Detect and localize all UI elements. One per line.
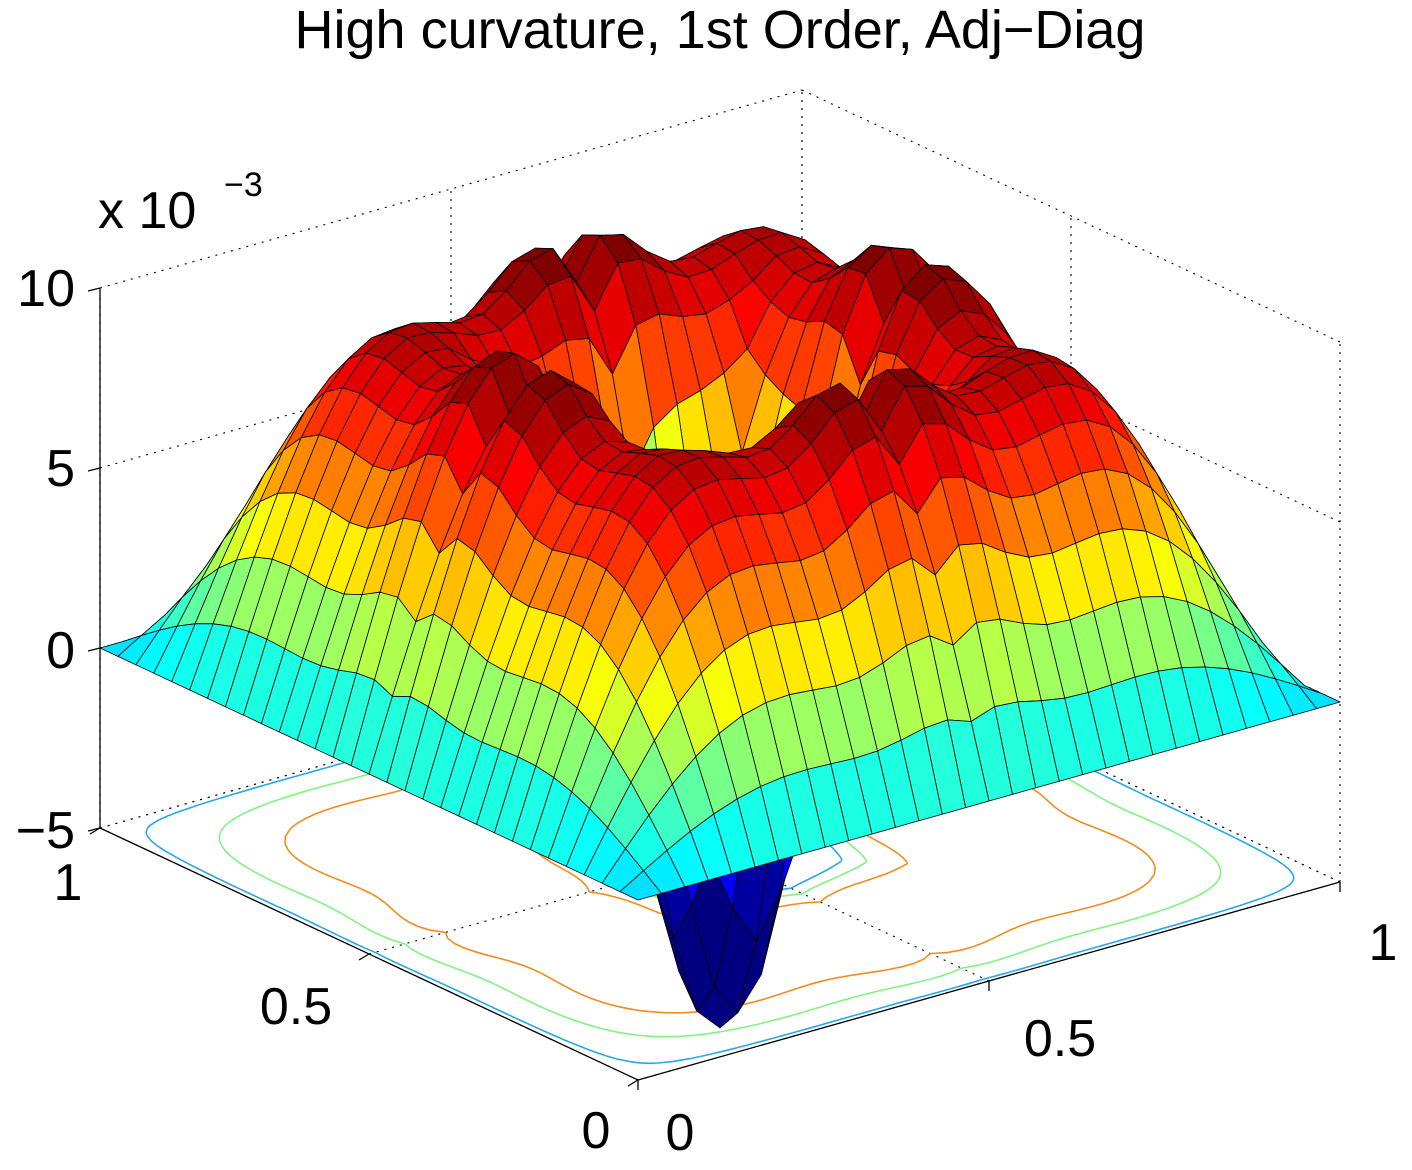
grid-line <box>99 629 803 829</box>
grid-line <box>99 89 803 289</box>
y-tick-label: 0.5 <box>260 978 332 1036</box>
z-tick-label: 5 <box>46 440 75 498</box>
y-tick-mark <box>89 827 101 835</box>
z-tick-mark <box>87 467 101 472</box>
x-tick-label: 1 <box>1369 914 1398 972</box>
y-tick-mark <box>358 953 370 961</box>
z-exponent-power: −3 <box>224 166 263 204</box>
surface-patch <box>619 870 662 901</box>
y-tick-label: 1 <box>54 854 83 912</box>
z-tick-label: 0 <box>46 622 75 680</box>
grid-line <box>801 89 1341 343</box>
surface-mesh <box>99 226 1341 1029</box>
z-tick-mark <box>87 647 101 652</box>
grid-line <box>368 755 1072 955</box>
z-tick-label: 10 <box>17 260 75 318</box>
grid-line <box>99 269 803 469</box>
y-tick-label: 0 <box>582 1102 611 1160</box>
x-tick-label: 0 <box>666 1104 695 1162</box>
z-tick-label: −5 <box>16 802 75 860</box>
axes <box>87 287 1341 1090</box>
chart-title: High curvature, 1st Order, Adj−Diag <box>295 0 1146 60</box>
z-tick-mark <box>87 287 101 292</box>
z-exponent-label: x 10 <box>98 182 196 240</box>
x-tick-label: 0.5 <box>1024 1010 1096 1068</box>
y-tick-mark <box>627 1079 639 1087</box>
